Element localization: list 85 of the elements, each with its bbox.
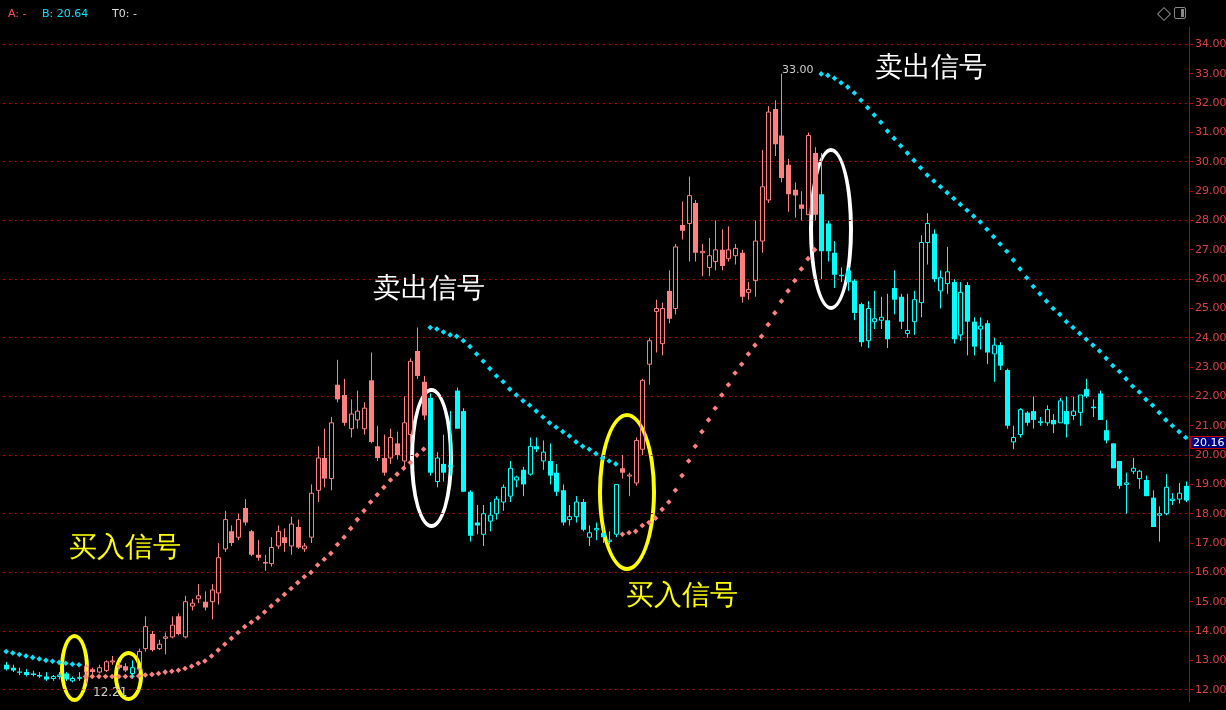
y-tick-label: 14.00 <box>1195 623 1226 637</box>
y-tick-label: 16.00 <box>1195 565 1226 579</box>
candlestick <box>494 495 499 521</box>
candlestick <box>309 483 314 544</box>
y-tick-label: 33.00 <box>1195 66 1226 80</box>
annotation: 卖出信号 <box>875 50 987 83</box>
candlestick <box>150 630 155 653</box>
y-tick-label: 22.00 <box>1195 389 1226 403</box>
y-tick-label: 25.00 <box>1195 301 1226 315</box>
y-tick-label: 28.00 <box>1195 213 1226 227</box>
text: T0: - <box>112 7 137 20</box>
candlestick <box>157 639 162 651</box>
candlestick <box>806 132 811 216</box>
candlestick <box>249 529 254 557</box>
candlestick <box>335 359 340 403</box>
y-tick-label: 15.00 <box>1195 594 1226 608</box>
y-tick-label: 12.00 <box>1195 682 1226 696</box>
annotation: 买入信号 <box>626 578 738 611</box>
candlestick <box>329 416 334 491</box>
candlestick <box>594 522 599 541</box>
candlestick <box>256 539 261 562</box>
annotation: 买入信号 <box>69 530 181 563</box>
candlestick <box>1177 482 1182 504</box>
candlestick <box>587 524 592 547</box>
candlestick <box>163 631 168 655</box>
candlestick <box>912 290 917 336</box>
candlestick <box>753 220 758 298</box>
y-tick-label: 29.00 <box>1195 184 1226 198</box>
candlestick <box>501 483 506 512</box>
y-tick-label: 19.00 <box>1195 477 1226 491</box>
candlestick <box>614 483 619 538</box>
candlestick <box>607 530 612 546</box>
text: A: - <box>8 7 27 20</box>
candlestick <box>1124 472 1129 515</box>
candlestick <box>196 583 201 604</box>
y-tick-label: 23.00 <box>1195 359 1226 373</box>
candlestick <box>905 293 910 339</box>
candlestick <box>892 269 897 315</box>
candlestick <box>620 454 625 480</box>
candlestick <box>1071 395 1076 421</box>
candlestick <box>143 615 148 653</box>
text: B: 20.64 <box>42 7 89 20</box>
annotation: 卖出信号 <box>373 271 485 304</box>
candlestick <box>77 671 82 682</box>
y-tick-label: 20.00 <box>1195 447 1226 461</box>
y-tick-label: 18.00 <box>1195 506 1226 520</box>
y-tick-label: 27.00 <box>1195 242 1226 256</box>
candlestick <box>183 595 188 639</box>
candlestick <box>243 498 248 526</box>
candlestick <box>289 516 294 556</box>
candlestick <box>1018 407 1023 438</box>
text: 20.16 <box>1190 436 1226 449</box>
candlestick <box>1011 425 1016 450</box>
candlestick <box>647 337 652 386</box>
candlestick <box>362 401 367 436</box>
candlestick <box>236 513 241 541</box>
candlestick <box>700 243 705 277</box>
candlestick <box>541 439 546 471</box>
candlestick <box>521 466 526 497</box>
candlestick <box>203 590 208 611</box>
candlestick <box>574 495 579 524</box>
candlestick <box>375 425 380 462</box>
y-tick-label: 24.00 <box>1195 330 1226 344</box>
y-tick-label: 34.00 <box>1195 37 1226 51</box>
candlestick <box>137 648 142 672</box>
y-tick-label: 21.00 <box>1195 418 1226 432</box>
y-tick-label: 32.00 <box>1195 96 1226 110</box>
candlestick <box>799 190 804 222</box>
annotation: 33.00 <box>782 63 814 76</box>
candlestick <box>190 598 195 611</box>
candlestick <box>448 410 453 477</box>
candlestick <box>1104 419 1109 444</box>
y-tick-label: 13.00 <box>1195 653 1226 667</box>
y-tick-label: 17.00 <box>1195 535 1226 549</box>
candlestick <box>627 472 632 497</box>
candlestick <box>680 200 685 241</box>
y-tick-label: 30.00 <box>1195 154 1226 168</box>
candlestick <box>832 240 837 289</box>
candlestick <box>488 501 493 532</box>
candlestick <box>395 431 400 460</box>
y-tick-label: 26.00 <box>1195 272 1226 286</box>
y-tick-label: 31.00 <box>1195 125 1226 139</box>
candlestick <box>945 246 950 295</box>
candlestick <box>793 181 798 219</box>
candlestick <box>733 243 738 266</box>
